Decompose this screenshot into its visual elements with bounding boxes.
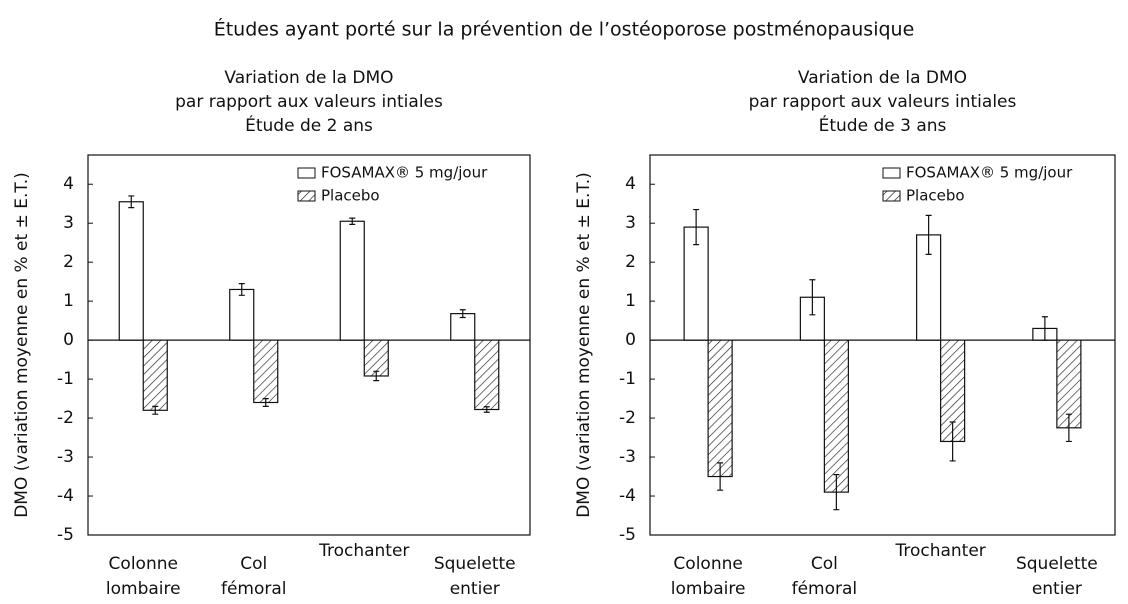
error-bar <box>128 195 135 209</box>
chart-title: Variation de la DMO <box>798 68 967 88</box>
y-tick-label: -1 <box>619 369 636 389</box>
x-tick-label: lombaire <box>671 579 746 599</box>
error-bar <box>949 421 956 462</box>
x-tick-label: entier <box>1032 579 1082 599</box>
y-tick-label: -2 <box>619 408 636 428</box>
y-tick-label: -3 <box>619 447 636 467</box>
chart-title: Étude de 3 ans <box>819 114 947 136</box>
y-tick-label: -2 <box>57 408 74 428</box>
error-bar <box>833 473 840 511</box>
error-bar <box>1041 316 1048 341</box>
y-tick-label: 3 <box>63 213 74 233</box>
legend-swatch <box>882 167 901 179</box>
y-tick-label: 2 <box>63 252 74 272</box>
y-tick-label: -1 <box>57 369 74 389</box>
y-tick-label: -4 <box>619 486 636 506</box>
x-tick-label: Col <box>811 554 838 574</box>
x-tick-label: Squelette <box>434 554 516 574</box>
plot-frame <box>87 154 531 536</box>
error-bar <box>152 405 159 415</box>
legend-swatch <box>297 167 316 179</box>
y-tick-label: 1 <box>625 291 636 311</box>
error-bar <box>693 208 700 246</box>
y-axis-label: DMO (variation moyenne en % et ± E.T.) <box>574 172 594 518</box>
error-bar <box>238 283 245 296</box>
bar <box>823 339 849 493</box>
legend-label: Placebo <box>321 187 380 205</box>
x-tick-label: fémoral <box>792 579 858 599</box>
x-tick-label: Colonne <box>109 554 178 574</box>
bar <box>1056 339 1082 429</box>
x-tick-label: lombaire <box>106 579 181 599</box>
legend-label: FOSAMAX® 5 mg/jour <box>321 164 488 182</box>
x-tick-label: fémoral <box>221 579 287 599</box>
x-tick-label: Col <box>240 554 267 574</box>
error-bar <box>717 462 724 491</box>
chart-title: par rapport aux valeurs intiales <box>749 92 1017 112</box>
plot-frame <box>649 154 1116 536</box>
bar <box>253 339 279 404</box>
legend-label: Placebo <box>906 187 965 205</box>
page-title: Études ayant porté sur la prévention de … <box>214 18 915 41</box>
error-bar <box>373 370 380 382</box>
bar <box>683 226 709 341</box>
bar <box>363 339 389 377</box>
error-bar <box>925 214 932 255</box>
chart-title: Étude de 2 ans <box>245 114 373 136</box>
x-tick-label: Colonne <box>673 554 742 574</box>
x-tick-label: Trochanter <box>318 541 409 561</box>
y-tick-label: 0 <box>625 330 636 350</box>
y-tick-label: 4 <box>625 174 636 194</box>
x-tick-label: entier <box>450 579 500 599</box>
y-axis-label: DMO (variation moyenne en % et ± E.T.) <box>12 172 32 518</box>
legend-label: FOSAMAX® 5 mg/jour <box>906 164 1073 182</box>
bar <box>229 288 255 341</box>
y-tick-label: 2 <box>625 252 636 272</box>
error-bar <box>262 397 269 407</box>
y-tick-label: -5 <box>57 525 74 545</box>
bar <box>118 201 144 341</box>
error-bar <box>483 406 490 413</box>
y-tick-label: -4 <box>57 486 74 506</box>
x-tick-label: Trochanter <box>894 541 985 561</box>
x-tick-label: Squelette <box>1016 554 1098 574</box>
bar <box>339 220 365 341</box>
bar <box>142 339 168 411</box>
bar <box>707 339 733 478</box>
error-bar <box>459 309 466 319</box>
y-tick-label: -5 <box>619 525 636 545</box>
bar <box>474 339 500 411</box>
error-bar <box>809 279 816 316</box>
y-tick-label: 0 <box>63 330 74 350</box>
legend-swatch <box>882 190 901 202</box>
y-tick-label: -3 <box>57 447 74 467</box>
y-tick-label: 4 <box>63 174 74 194</box>
error-bar <box>349 217 356 225</box>
legend-swatch <box>297 190 316 202</box>
error-bar <box>1065 413 1072 443</box>
y-tick-label: 1 <box>63 291 74 311</box>
y-tick-label: 3 <box>625 213 636 233</box>
chart-title: Variation de la DMO <box>224 68 393 88</box>
chart-title: par rapport aux valeurs intiales <box>175 92 443 112</box>
